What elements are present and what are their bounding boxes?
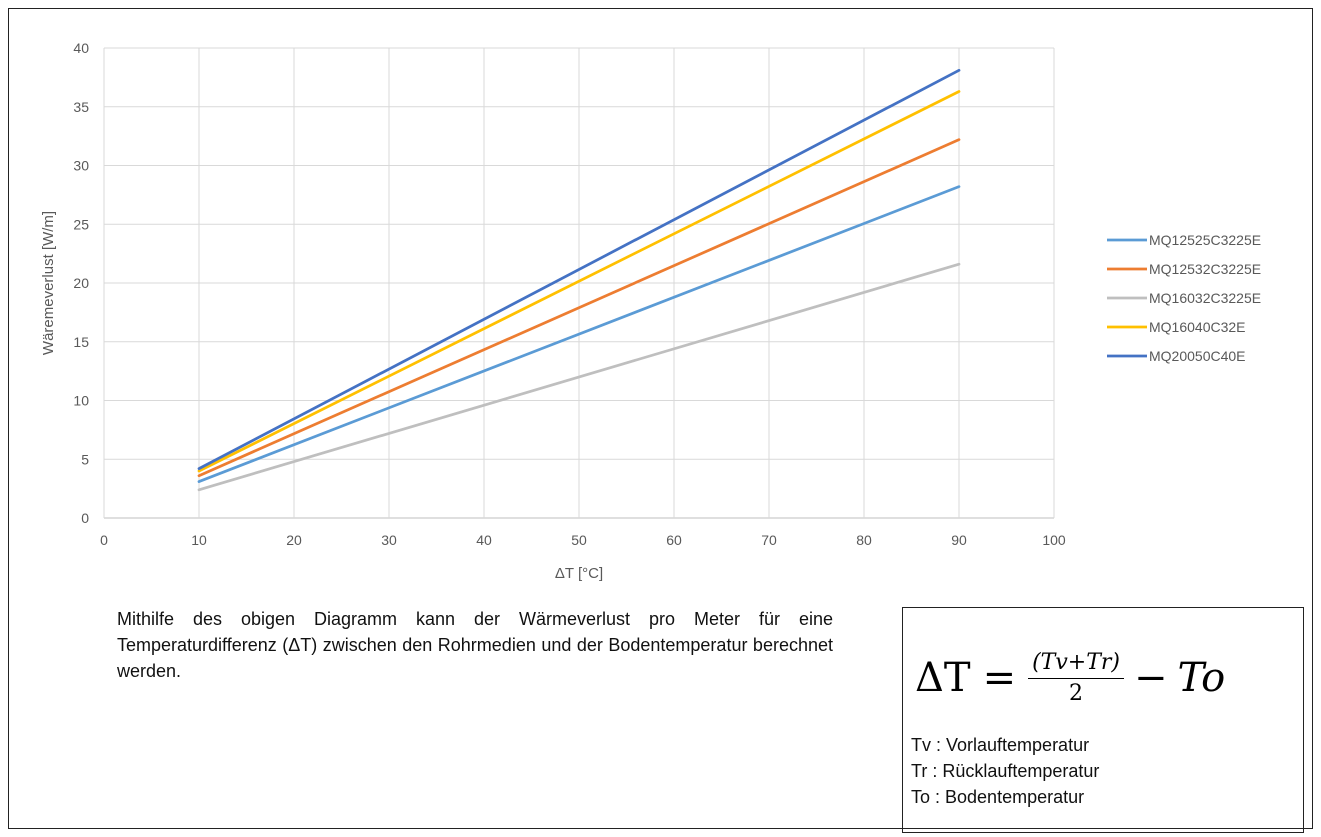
y-tick-label: 10 <box>73 393 89 409</box>
chart-ticks: 0 5 10 15 20 25 30 35 40 0 10 20 30 40 50 60 70 80 90 100 <box>73 40 1065 548</box>
definition-tv: Tv : Vorlauftemperatur <box>911 735 1090 755</box>
chart-grid <box>103 47 1055 519</box>
x-tick-label: 90 <box>951 532 967 548</box>
formula-numerator: (Tv+Tr) <box>1028 650 1124 679</box>
formula-definitions: Tv : Vorlauftemperatur Tr : Rücklauftemp… <box>911 732 1099 810</box>
formula-box: ΔT = (Tv+Tr) 2 − To Tv : Vorlauftemperat… <box>902 607 1304 833</box>
chart-legend: MQ12525C3225E MQ12532C3225E MQ16032C3225E M… <box>1107 232 1261 364</box>
x-tick-label: 40 <box>476 532 492 548</box>
legend-entry: MQ12525C3225E <box>1149 232 1261 248</box>
series-line-mq12532c3225e <box>197 138 961 478</box>
formula-minus: − <box>1134 655 1168 701</box>
chart-series <box>197 68 961 492</box>
y-axis-label: Wäremeverlust [W/m] <box>40 211 57 355</box>
formula-denominator: 2 <box>1069 681 1084 706</box>
x-tick-label: 30 <box>381 532 397 548</box>
x-axis-label: ΔT [°C] <box>555 565 603 582</box>
heat-loss-chart: 0 5 10 15 20 25 30 35 40 0 10 20 30 40 50 60 70 80 90 100 Δ… <box>40 40 1261 582</box>
x-tick-label: 60 <box>666 532 682 548</box>
series-line-mq16040c32e <box>197 90 961 473</box>
x-tick-label: 80 <box>856 532 872 548</box>
definition-to: To : Bodentemperatur <box>911 787 1085 807</box>
x-tick-label: 0 <box>100 532 108 548</box>
legend-entry: MQ12532C3225E <box>1149 261 1261 277</box>
y-tick-label: 30 <box>73 158 89 174</box>
y-tick-label: 15 <box>73 334 89 350</box>
x-tick-label: 70 <box>761 532 777 548</box>
y-tick-label: 35 <box>73 99 89 115</box>
y-tick-label: 20 <box>73 275 89 291</box>
y-tick-label: 25 <box>73 216 89 232</box>
description-text: Mithilfe des obigen Diagramm kann der Wä… <box>117 609 833 681</box>
x-tick-label: 20 <box>286 532 302 548</box>
y-tick-label: 40 <box>73 40 89 56</box>
legend-entry: MQ16032C3225E <box>1149 290 1261 306</box>
definition-tr: Tr : Rücklauftemperatur <box>911 761 1100 781</box>
page-frame: 0 5 10 15 20 25 30 35 40 0 10 20 30 40 50 60 70 80 90 100 Δ… <box>8 8 1313 833</box>
series-line-mq12525c3225e <box>197 185 961 483</box>
series-line-mq16032c3225e <box>197 262 961 492</box>
y-tick-label: 0 <box>81 510 89 526</box>
series-line-mq20050c40e <box>197 68 961 471</box>
formula-fraction: (Tv+Tr) 2 <box>1028 650 1124 706</box>
formula-equals: = <box>982 655 1017 701</box>
legend-entry: MQ20050C40E <box>1149 348 1246 364</box>
x-tick-label: 50 <box>571 532 587 548</box>
y-tick-label: 5 <box>81 451 89 467</box>
formula-last-term: To <box>1177 655 1226 701</box>
legend-entry: MQ16040C32E <box>1149 319 1246 335</box>
formula-lhs: ΔT <box>915 655 971 701</box>
x-tick-label: 10 <box>191 532 207 548</box>
x-tick-label: 100 <box>1042 532 1066 548</box>
delta-t-formula: ΔT = (Tv+Tr) 2 − To <box>915 638 1299 718</box>
